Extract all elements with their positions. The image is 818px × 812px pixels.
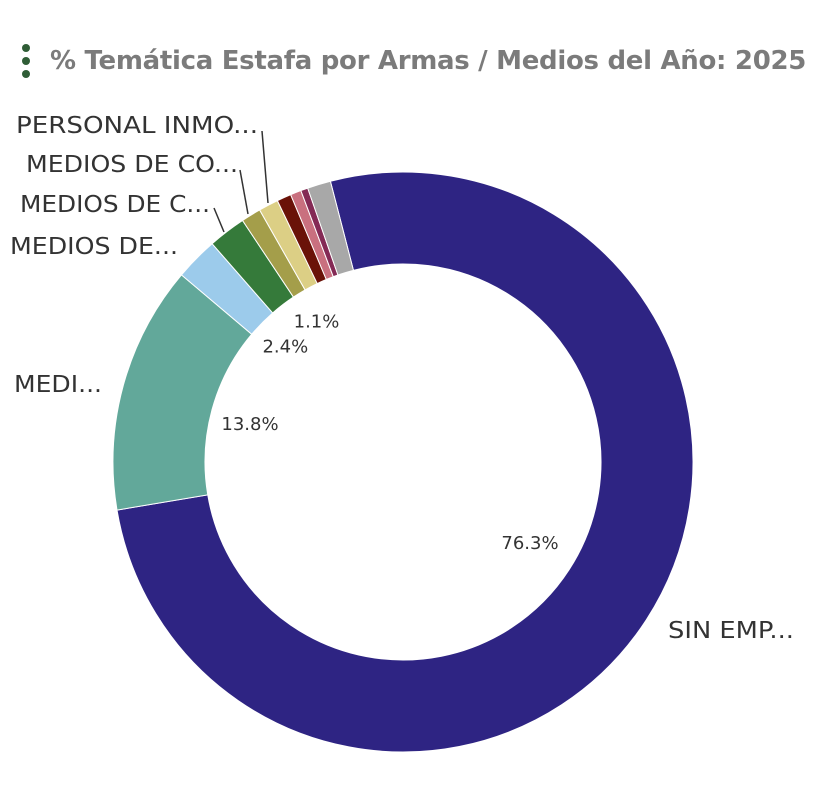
category-label: MEDI... <box>14 372 102 398</box>
value-label: 2.4% <box>262 336 308 357</box>
value-label: 76.3% <box>501 533 558 554</box>
value-label: 1.1% <box>294 311 340 332</box>
category-label: MEDIOS DE... <box>10 234 178 260</box>
category-label: MEDIOS DE C... <box>20 192 210 218</box>
category-label: PERSONAL INMO... <box>16 113 258 139</box>
category-label: SIN EMP... <box>668 618 794 644</box>
donut-slice[interactable] <box>116 171 694 753</box>
chart-title: % Temática Estafa por Armas / Medios del… <box>50 46 807 76</box>
leader-line <box>213 207 225 233</box>
value-label: 13.8% <box>221 414 278 435</box>
chart-header: % Temática Estafa por Armas / Medios del… <box>22 44 806 78</box>
leader-line <box>239 169 249 215</box>
leader-line <box>261 130 269 204</box>
donut-slice[interactable] <box>307 180 355 276</box>
category-label: MEDIOS DE CO... <box>26 152 238 178</box>
vertical-dots-icon[interactable] <box>22 44 30 78</box>
